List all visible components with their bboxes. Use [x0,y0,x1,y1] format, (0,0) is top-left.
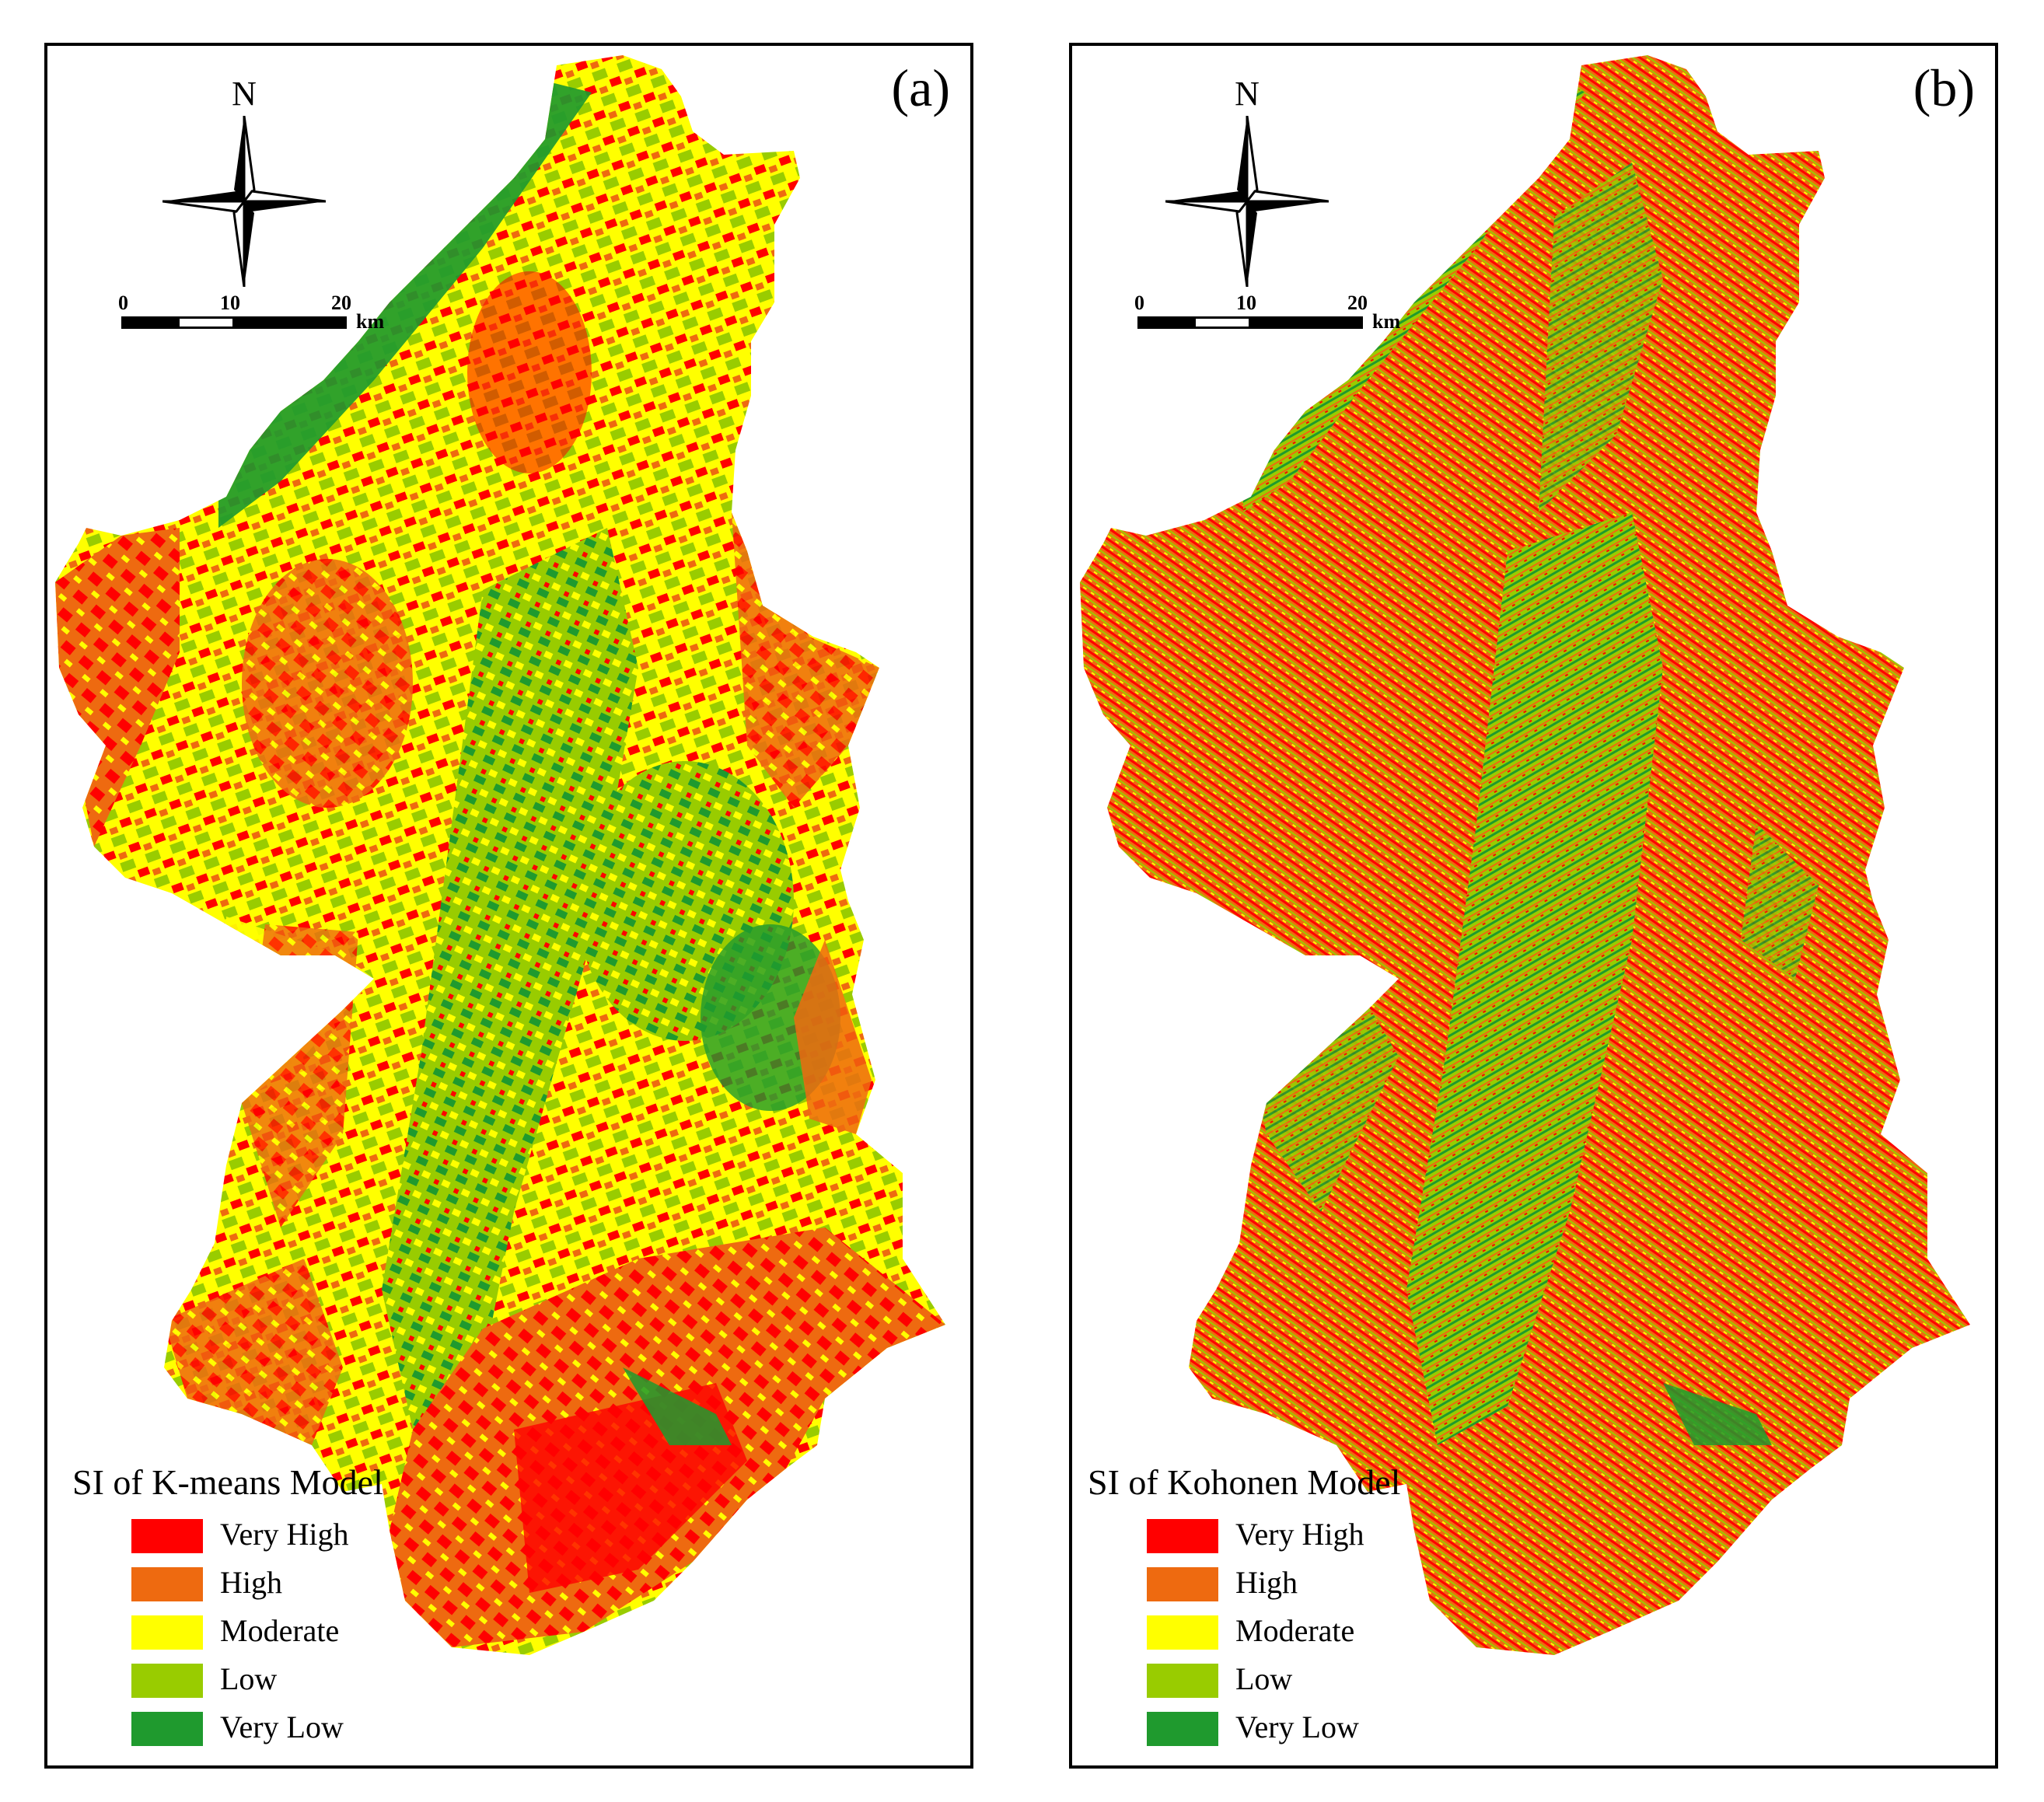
scale-unit: km [356,310,385,333]
scale-unit: km [1372,310,1401,333]
legend-label-high: High [220,1565,282,1600]
legend-swatch-low [1147,1664,1218,1698]
legend-swatch-moderate [1147,1615,1218,1650]
legend-swatch-very-high [131,1519,203,1553]
scale-tick-20: 20 [1347,292,1368,314]
north-arrow: N [162,77,326,295]
legend-label-very-high: Very High [1235,1517,1364,1552]
legend-item-moderate: Moderate [72,1611,554,1659]
legend-item-low: Low [1088,1659,1570,1707]
susceptibility-map-a [55,55,945,1655]
legend-item-very-low: Very Low [72,1707,554,1755]
scale-segment-1 [1137,316,1196,329]
scale-segment-2 [177,316,235,329]
legend-swatch-low [131,1664,203,1698]
scale-segment-3 [232,316,347,329]
scale-tick-10: 10 [1236,292,1256,314]
scale-tick-0: 0 [118,292,128,314]
legend-a: SI of K-means Model Very High High Moder… [72,1465,554,1755]
legend-item-moderate: Moderate [1088,1611,1570,1659]
scale-tick-20: 20 [331,292,351,314]
legend-swatch-very-low [1147,1712,1218,1746]
panel-label-b: (b) [1913,58,1975,117]
legend-b: SI of Kohonen Model Very High High Moder… [1088,1465,1570,1755]
legend-item-high: High [1088,1563,1570,1611]
north-arrow-compass-icon [162,116,326,287]
panel-label-a: (a) [891,58,950,117]
scale-segment-2 [1193,316,1251,329]
map-panel-b: (b) N 0 10 20 km SI of Kohonen Model Ver… [1069,43,1998,1769]
legend-item-very-low: Very Low [1088,1707,1570,1755]
legend-label-low: Low [220,1661,278,1696]
legend-swatch-high [1147,1567,1218,1601]
legend-item-very-high: Very High [1088,1514,1570,1563]
legend-label-moderate: Moderate [220,1613,340,1648]
legend-swatch-moderate [131,1615,203,1650]
legend-item-very-high: Very High [72,1514,554,1563]
legend-swatch-very-high [1147,1519,1218,1553]
legend-label-very-low: Very Low [220,1709,344,1744]
legend-swatch-high [131,1567,203,1601]
scale-segment-3 [1249,316,1363,329]
legend-title-a: SI of K-means Model [72,1462,383,1502]
legend-label-very-low: Very Low [1235,1709,1359,1744]
legend-title-b: SI of Kohonen Model [1088,1462,1401,1502]
north-arrow-compass-icon [1165,116,1329,287]
legend-label-high: High [1235,1565,1298,1600]
map-panel-a: (a) N 0 10 20 km SI of K-means Model Ver… [44,43,973,1769]
legend-item-high: High [72,1563,554,1611]
north-arrow: N [1165,77,1329,295]
legend-swatch-very-low [131,1712,203,1746]
scale-bar: 0 10 20 km [118,292,417,363]
scale-segment-1 [121,316,180,329]
legend-label-very-high: Very High [220,1517,349,1552]
scale-tick-10: 10 [220,292,240,314]
compass-north-label: N [1235,75,1260,113]
legend-item-low: Low [72,1659,554,1707]
scale-tick-0: 0 [1134,292,1144,314]
scale-bar: 0 10 20 km [1134,292,1433,363]
compass-north-label: N [232,75,257,113]
legend-label-low: Low [1235,1661,1293,1696]
legend-label-moderate: Moderate [1235,1613,1355,1648]
